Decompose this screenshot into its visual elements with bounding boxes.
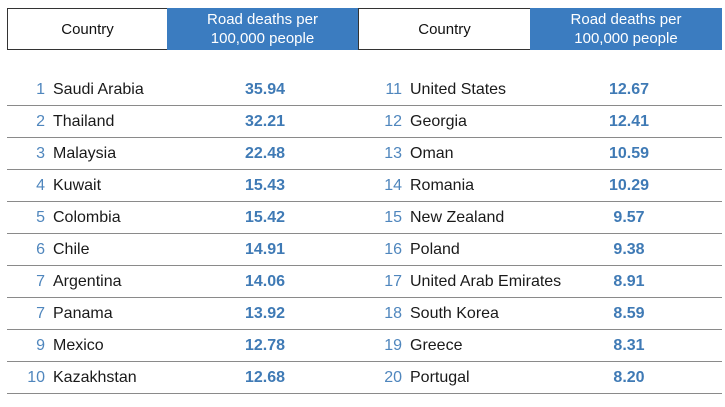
header-label: 100,000 people: [574, 30, 678, 47]
country-name: Argentina: [53, 272, 122, 290]
table-row: 2 Thailand 32.21: [7, 106, 358, 138]
road-deaths-value: 12.78: [244, 336, 286, 354]
country-name: New Zealand: [410, 208, 505, 226]
road-deaths-value: 9.38: [613, 240, 645, 258]
header-label: Road deaths per: [570, 11, 682, 28]
table-row: 6 Chile 14.91: [7, 234, 358, 266]
country-name: Kazakhstan: [53, 368, 137, 386]
country-name: Thailand: [53, 112, 115, 130]
table-row: 5 Colombia 15.42: [7, 202, 358, 234]
rank: 1: [36, 80, 45, 98]
rank: 19: [384, 336, 402, 354]
rank: 4: [36, 176, 45, 194]
table-row: 12 Georgia 12.41: [358, 106, 722, 138]
table-row: 13 Oman 10.59: [358, 138, 722, 170]
road-deaths-value: 8.59: [613, 304, 645, 322]
table-row: 14 Romania 10.29: [358, 170, 722, 202]
road-deaths-value: 22.48: [244, 144, 286, 162]
rank: 15: [384, 208, 402, 226]
country-name: Poland: [410, 240, 460, 258]
road-deaths-value: 15.42: [244, 208, 286, 226]
road-deaths-value: 8.20: [613, 368, 645, 386]
country-name: Portugal: [410, 368, 470, 386]
road-deaths-value: 13.92: [244, 304, 286, 322]
table-row: 7 Panama 13.92: [7, 298, 358, 330]
column-header-country-right: Country: [358, 8, 531, 50]
road-deaths-value: 12.67: [608, 80, 650, 98]
column-header-value-left: Road deaths per 100,000 people: [167, 8, 358, 50]
country-name: South Korea: [410, 304, 499, 322]
table-row: 18 South Korea 8.59: [358, 298, 722, 330]
road-deaths-value: 12.41: [608, 112, 650, 130]
rank: 6: [36, 240, 45, 258]
table-row: 20 Portugal 8.20: [358, 362, 722, 394]
table-row: 10 Kazakhstan 12.68: [7, 362, 358, 394]
column-header-value-right: Road deaths per 100,000 people: [530, 8, 722, 50]
country-name: Greece: [410, 336, 463, 354]
road-deaths-value: 14.91: [244, 240, 286, 258]
table-row: 15 New Zealand 9.57: [358, 202, 722, 234]
rank: 3: [36, 144, 45, 162]
table-row: 3 Malaysia 22.48: [7, 138, 358, 170]
road-deaths-value: 32.21: [244, 112, 286, 130]
rank: 14: [384, 176, 402, 194]
rank: 18: [384, 304, 402, 322]
country-name: Saudi Arabia: [53, 80, 144, 98]
road-deaths-value: 12.68: [244, 368, 286, 386]
country-name: Georgia: [410, 112, 467, 130]
road-deaths-value: 35.94: [244, 80, 286, 98]
header-label: Country: [61, 20, 114, 38]
rank: 10: [27, 368, 45, 386]
rank: 9: [36, 336, 45, 354]
road-deaths-value: 10.59: [608, 144, 650, 162]
road-deaths-value: 8.91: [613, 272, 645, 290]
road-deaths-value: 8.31: [613, 336, 645, 354]
country-name: Malaysia: [53, 144, 117, 162]
column-header-country-left: Country: [7, 8, 168, 50]
rank: 20: [384, 368, 402, 386]
rank: 12: [384, 112, 402, 130]
table-row: 1 Saudi Arabia 35.94: [7, 74, 358, 106]
rank: 2: [36, 112, 45, 130]
country-name: United States: [410, 80, 507, 98]
country-name: Panama: [53, 304, 113, 322]
country-name: Kuwait: [53, 176, 102, 194]
table-row: 9 Mexico 12.78: [7, 330, 358, 362]
road-deaths-value: 15.43: [244, 176, 286, 194]
header-label: 100,000 people: [210, 30, 315, 47]
rank: 7: [36, 272, 45, 290]
country-name: Chile: [53, 240, 90, 258]
header-label: Country: [418, 20, 471, 38]
road-deaths-value: 10.29: [608, 176, 650, 194]
rank: 11: [385, 80, 402, 98]
country-name: Mexico: [53, 336, 104, 354]
rank: 17: [384, 272, 402, 290]
rank: 7: [36, 304, 45, 322]
table-row: 4 Kuwait 15.43: [7, 170, 358, 202]
country-name: Oman: [410, 144, 454, 162]
header-label: Road deaths per: [207, 11, 318, 28]
table-row: 16 Poland 9.38: [358, 234, 722, 266]
rank: 5: [36, 208, 45, 226]
road-deaths-value: 14.06: [244, 272, 286, 290]
table-row: 7 Argentina 14.06: [7, 266, 358, 298]
road-deaths-value: 9.57: [613, 208, 645, 226]
rank: 13: [384, 144, 402, 162]
country-name: Colombia: [53, 208, 121, 226]
table-row: 17 United Arab Emirates 8.91: [358, 266, 722, 298]
country-name: Romania: [410, 176, 475, 194]
table-row: 11 United States 12.67: [358, 74, 722, 106]
table-row: 19 Greece 8.31: [358, 330, 722, 362]
rank: 16: [384, 240, 402, 258]
country-name: United Arab Emirates: [410, 272, 562, 290]
